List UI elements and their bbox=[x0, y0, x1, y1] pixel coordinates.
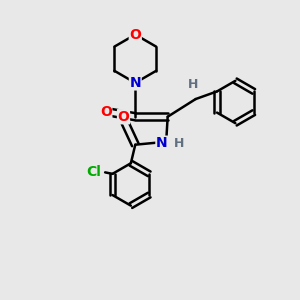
Text: O: O bbox=[100, 105, 112, 119]
Text: N: N bbox=[156, 136, 168, 150]
Text: O: O bbox=[129, 28, 141, 42]
Text: H: H bbox=[174, 137, 184, 150]
Text: Cl: Cl bbox=[86, 165, 101, 179]
Text: O: O bbox=[118, 110, 129, 124]
Text: N: N bbox=[130, 76, 141, 90]
Text: H: H bbox=[188, 78, 198, 91]
